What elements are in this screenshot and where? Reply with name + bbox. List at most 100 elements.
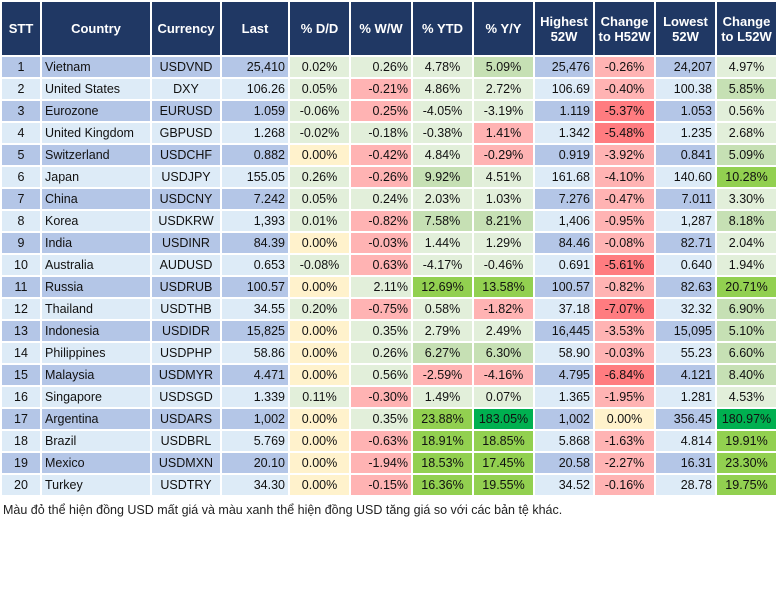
cell-high: 16,445: [533, 319, 595, 343]
cell-stt: 14: [0, 341, 42, 365]
cell-dd: 0.00%: [288, 407, 351, 431]
cell-last: 34.55: [220, 297, 290, 321]
cell-cl: 6.90%: [715, 297, 777, 321]
cell-yy: -0.46%: [472, 253, 535, 277]
cell-low: 24,207: [654, 55, 717, 79]
cell-currency: USDMYR: [150, 363, 222, 387]
cell-stt: 3: [0, 99, 42, 123]
cell-ytd: 4.86%: [411, 77, 474, 101]
cell-last: 100.57: [220, 275, 290, 299]
cell-dd: 0.00%: [288, 275, 351, 299]
cell-yy: 1.03%: [472, 187, 535, 211]
cell-last: 1.059: [220, 99, 290, 123]
cell-ww: 0.35%: [349, 319, 413, 343]
cell-yy: -4.16%: [472, 363, 535, 387]
cell-ww: 0.25%: [349, 99, 413, 123]
cell-ytd: 2.03%: [411, 187, 474, 211]
cell-yy: 13.58%: [472, 275, 535, 299]
cell-high: 0.919: [533, 143, 595, 167]
cell-cl: 6.60%: [715, 341, 777, 365]
cell-ch: -0.95%: [593, 209, 656, 233]
cell-cl: 19.91%: [715, 429, 777, 453]
cell-yy: 2.49%: [472, 319, 535, 343]
cell-ch: -7.07%: [593, 297, 656, 321]
cell-low: 15,095: [654, 319, 717, 343]
table-row: 4 United Kingdom GBPUSD 1.268 -0.02% -0.18% -0…: [0, 121, 777, 145]
table-row: 12 Thailand USDTHB 34.55 0.20% -0.75% 0.58% -1.…: [0, 297, 777, 321]
cell-stt: 13: [0, 319, 42, 343]
cell-country: United States: [40, 77, 152, 101]
cell-last: 4.471: [220, 363, 290, 387]
cell-dd: 0.00%: [288, 429, 351, 453]
cell-yy: -0.29%: [472, 143, 535, 167]
cell-ytd: -4.17%: [411, 253, 474, 277]
cell-low: 32.32: [654, 297, 717, 321]
cell-country: Singapore: [40, 385, 152, 409]
cell-last: 155.05: [220, 165, 290, 189]
cell-last: 1,002: [220, 407, 290, 431]
table-row: 20 Turkey USDTRY 34.30 0.00% -0.15% 16.36% 19.5…: [0, 473, 777, 497]
cell-yy: 183.05%: [472, 407, 535, 431]
cell-high: 37.18: [533, 297, 595, 321]
cell-cl: 1.94%: [715, 253, 777, 277]
cell-ytd: 2.79%: [411, 319, 474, 343]
cell-ytd: 16.36%: [411, 473, 474, 497]
cell-cl: 23.30%: [715, 451, 777, 475]
cell-last: 106.26: [220, 77, 290, 101]
table-row: 11 Russia USDRUB 100.57 0.00% 2.11% 12.69% 13.5…: [0, 275, 777, 299]
table-row: 17 Argentina USDARS 1,002 0.00% 0.35% 23.88% 18…: [0, 407, 777, 431]
cell-country: Russia: [40, 275, 152, 299]
cell-last: 1.268: [220, 121, 290, 145]
cell-dd: 0.00%: [288, 143, 351, 167]
cell-ytd: 23.88%: [411, 407, 474, 431]
cell-ww: 0.56%: [349, 363, 413, 387]
cell-yy: 2.72%: [472, 77, 535, 101]
cell-last: 7.242: [220, 187, 290, 211]
cell-high: 84.46: [533, 231, 595, 255]
cell-high: 161.68: [533, 165, 595, 189]
cell-high: 25,476: [533, 55, 595, 79]
cell-stt: 2: [0, 77, 42, 101]
cell-dd: 0.11%: [288, 385, 351, 409]
cell-country: India: [40, 231, 152, 255]
table-row: 7 China USDCNY 7.242 0.05% 0.24% 2.03% 1.03% 7.2…: [0, 187, 777, 211]
cell-ww: -0.75%: [349, 297, 413, 321]
cell-high: 1,406: [533, 209, 595, 233]
header-row: STT Country Currency Last% D/D% W/W% YTD% Y…: [0, 0, 777, 57]
cell-currency: USDTHB: [150, 297, 222, 321]
header-last: Last: [220, 0, 290, 57]
cell-cl: 0.56%: [715, 99, 777, 123]
cell-last: 15,825: [220, 319, 290, 343]
cell-cl: 5.85%: [715, 77, 777, 101]
cell-country: China: [40, 187, 152, 211]
cell-ww: -0.26%: [349, 165, 413, 189]
cell-high: 0.691: [533, 253, 595, 277]
cell-country: Eurozone: [40, 99, 152, 123]
cell-last: 1,393: [220, 209, 290, 233]
cell-ww: -0.21%: [349, 77, 413, 101]
header-change-l52w: Change to L52W: [715, 0, 777, 57]
cell-ch: -5.61%: [593, 253, 656, 277]
cell-ch: -2.27%: [593, 451, 656, 475]
cell-low: 7.011: [654, 187, 717, 211]
currency-table: STT Country Currency Last% D/D% W/W% YTD% Y…: [0, 0, 777, 497]
cell-currency: USDCHF: [150, 143, 222, 167]
cell-country: Australia: [40, 253, 152, 277]
table-row: 10 Australia AUDUSD 0.653 -0.08% 0.63% -4.17% -…: [0, 253, 777, 277]
cell-ww: -0.30%: [349, 385, 413, 409]
header-dd: % D/D: [288, 0, 351, 57]
cell-cl: 19.75%: [715, 473, 777, 497]
cell-low: 0.841: [654, 143, 717, 167]
table-row: 6 Japan USDJPY 155.05 0.26% -0.26% 9.92% 4.51% 1…: [0, 165, 777, 189]
cell-currency: USDIDR: [150, 319, 222, 343]
cell-ch: -6.84%: [593, 363, 656, 387]
cell-dd: -0.08%: [288, 253, 351, 277]
cell-ytd: -2.59%: [411, 363, 474, 387]
cell-yy: 17.45%: [472, 451, 535, 475]
cell-cl: 4.53%: [715, 385, 777, 409]
cell-yy: 8.21%: [472, 209, 535, 233]
table-row: 2 United States DXY 106.26 0.05% -0.21% 4.86% 2…: [0, 77, 777, 101]
cell-ww: -0.03%: [349, 231, 413, 255]
cell-high: 1.365: [533, 385, 595, 409]
cell-yy: 1.41%: [472, 121, 535, 145]
